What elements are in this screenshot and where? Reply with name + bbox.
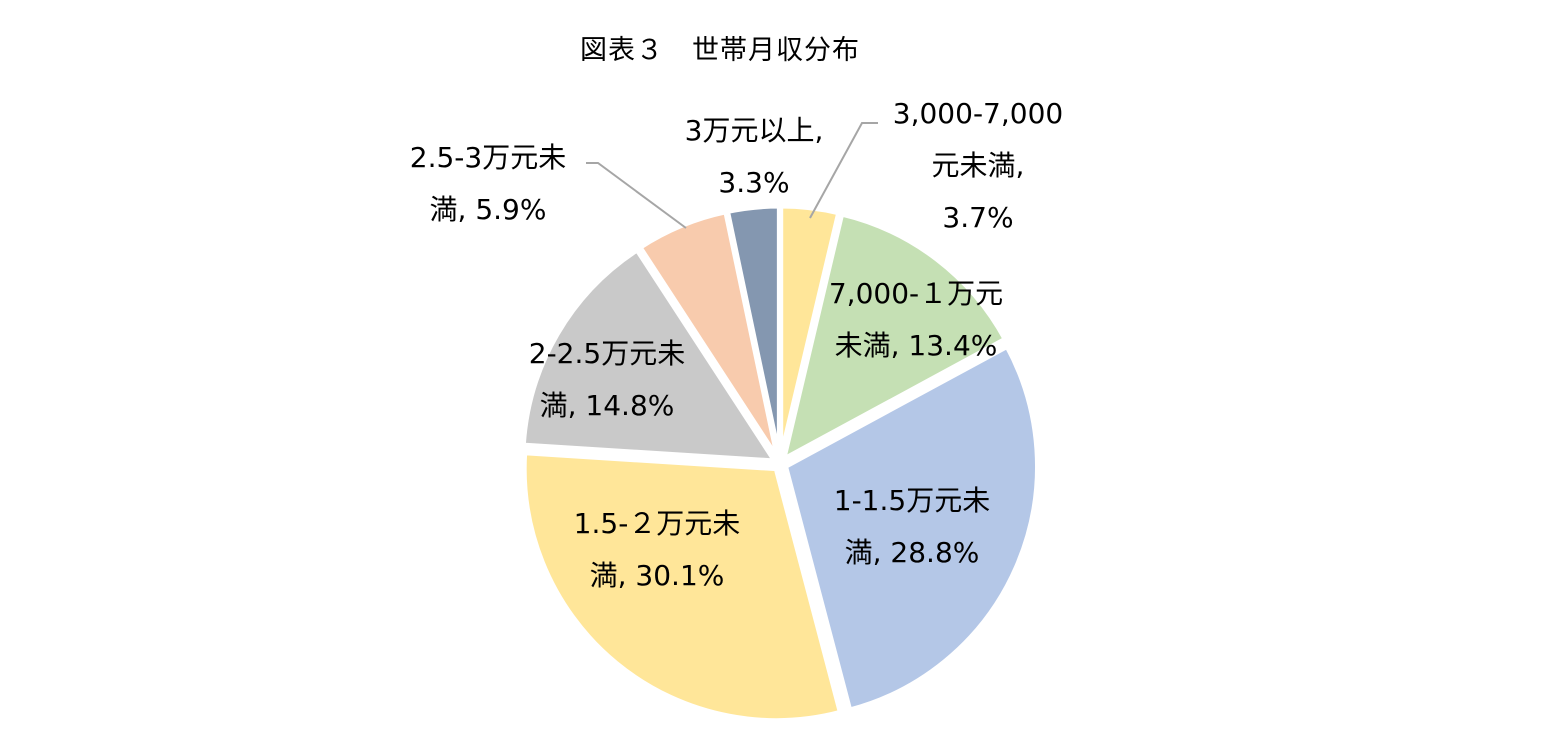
- leader-line-5: [586, 162, 687, 229]
- pie-slice-3: [521, 450, 843, 724]
- slice-label-line: 満, 5.9%: [430, 193, 547, 226]
- pie-slice-2: [783, 343, 1040, 713]
- slice-label-2: 1-1.5万元未満, 28.8%: [834, 484, 990, 569]
- slice-label-line: 3.7%: [942, 201, 1013, 234]
- leader-line-0: [809, 122, 878, 219]
- slice-label-6: 3万元以上, 3.3%: [685, 114, 824, 199]
- slice-label-line: 7,000-１万元: [829, 277, 1003, 310]
- slice-label-0: 3,000-7,000 元未満, 3.7%: [893, 97, 1063, 234]
- slice-label-line: 1-1.5万元未: [834, 484, 990, 517]
- slice-label-line: 3.3%: [718, 166, 789, 199]
- slice-label-5: 2.5-3万元未満, 5.9%: [410, 141, 566, 226]
- slice-label-line: 満, 30.1%: [590, 559, 725, 592]
- slice-label-line: 3,000-7,000: [893, 97, 1063, 130]
- slice-label-line: 2-2.5万元未: [529, 337, 685, 370]
- slice-label-line: 未満, 13.4%: [835, 329, 998, 362]
- slice-label-line: 1.5-２万元未: [574, 507, 741, 540]
- pie-slice-1: [781, 211, 1008, 462]
- slice-label-line: 元未満,: [932, 149, 1025, 182]
- slice-label-line: 3万元以上,: [685, 114, 824, 147]
- slice-label-line: 2.5-3万元未: [410, 141, 566, 174]
- slice-label-4: 2-2.5万元未満, 14.8%: [529, 337, 685, 422]
- slice-label-3: 1.5-２万元未満, 30.1%: [574, 507, 741, 592]
- slice-label-line: 満, 14.8%: [540, 389, 675, 422]
- slice-label-1: 7,000-１万元未満, 13.4%: [829, 277, 1003, 362]
- pie-slice-6: [725, 203, 782, 461]
- pie-slice-4: [520, 247, 778, 464]
- slice-label-line: 満, 28.8%: [845, 536, 980, 569]
- chart-title: 図表３ 世帯月収分布: [580, 35, 860, 66]
